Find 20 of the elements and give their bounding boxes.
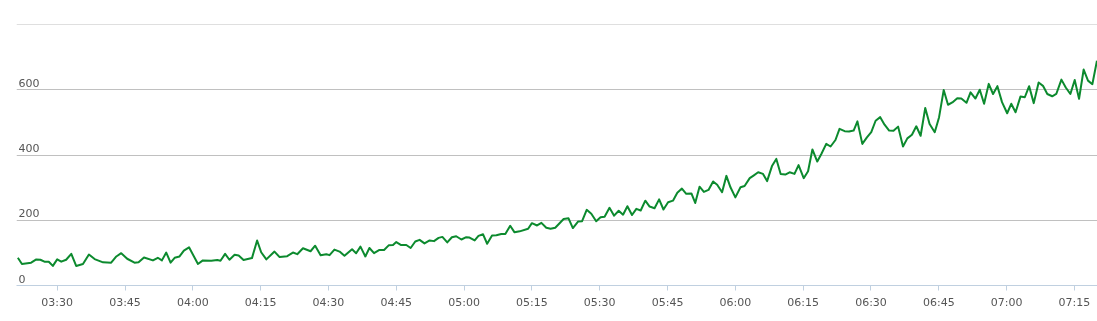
x-tick-label: 05:30 (583, 295, 616, 309)
x-tick-label: 04:00 (176, 295, 209, 309)
x-tick-label: 06:15 (787, 295, 820, 309)
x-tick-label: 05:00 (448, 295, 480, 309)
x-tick-label: 03:30 (41, 295, 74, 309)
x-tick-label: 06:30 (855, 295, 887, 309)
x-tick-label: 07:15 (1058, 295, 1091, 309)
x-tick-label: 06:45 (922, 295, 955, 309)
x-tick-label: 04:15 (244, 295, 277, 309)
y-tick-label: 600 (18, 76, 40, 90)
x-tick-label: 07:00 (990, 295, 1023, 309)
x-tick-label: 05:45 (651, 295, 684, 309)
x-tick-label: 06:00 (719, 295, 752, 309)
x-tick-label: 05:15 (516, 295, 548, 309)
x-tick-label: 03:45 (109, 295, 141, 309)
x-tick-label: 04:30 (312, 295, 345, 309)
y-tick-label: 0 (18, 272, 26, 286)
y-tick-label: 400 (18, 142, 40, 155)
y-tick-label: 200 (18, 207, 40, 221)
x-tick-label: 04:45 (380, 295, 413, 309)
